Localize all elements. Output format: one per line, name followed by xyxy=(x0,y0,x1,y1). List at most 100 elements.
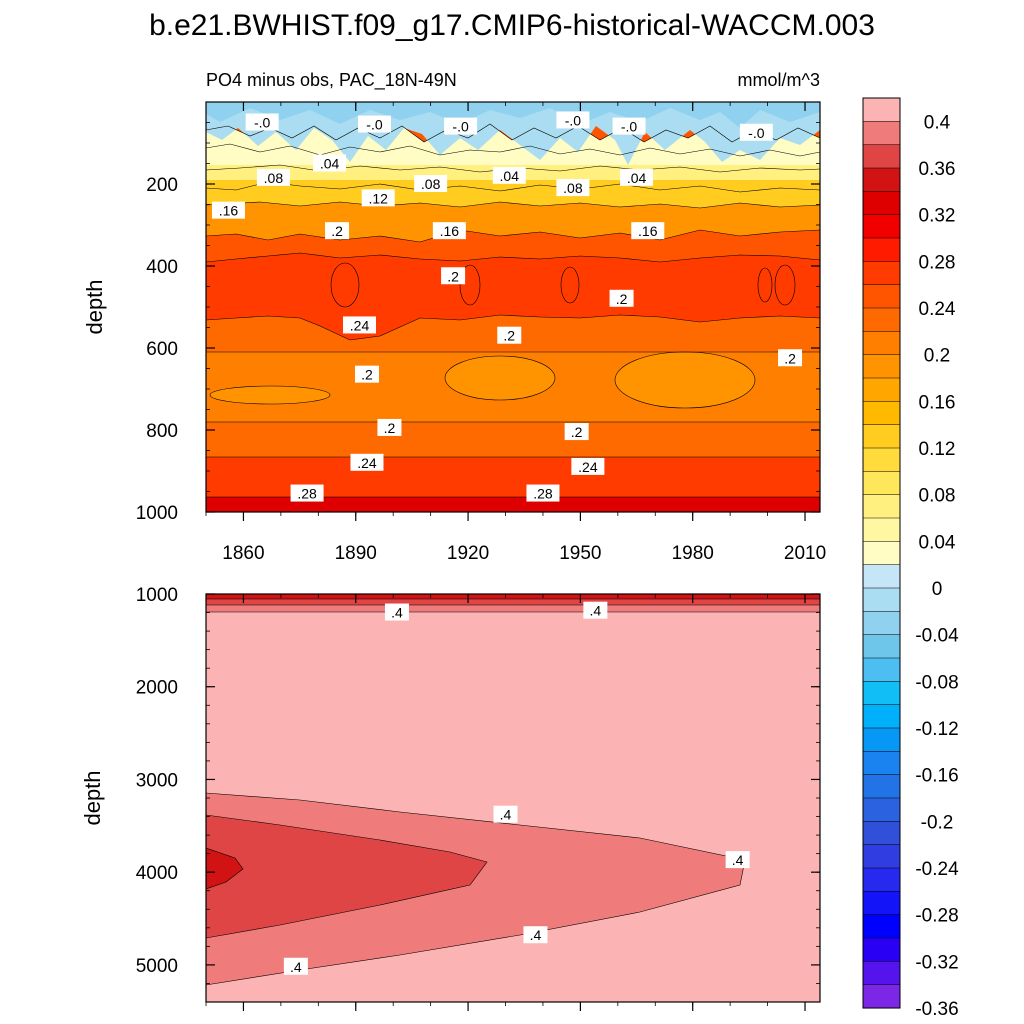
colorbar-label: 0.04 xyxy=(919,532,956,553)
upper-patch-orange-2 xyxy=(615,352,755,408)
colorbar-swatch xyxy=(862,121,901,146)
colorbar-swatch xyxy=(862,751,901,776)
contour-label-box xyxy=(556,111,590,129)
upper-y-axis-label: depth xyxy=(82,279,107,334)
colorbar-swatch xyxy=(862,471,901,496)
colorbar-label: -0.16 xyxy=(915,766,958,787)
contour-label-box xyxy=(357,115,391,133)
contour-label: -.0 xyxy=(452,119,469,135)
lower-y-tick-label: 2000 xyxy=(136,678,178,699)
contour-label-box xyxy=(609,289,634,307)
colorbar-label: 0.32 xyxy=(919,206,956,227)
contour-label: .28 xyxy=(297,486,317,502)
contour-label: .4 xyxy=(732,852,744,868)
contour-label-box xyxy=(523,926,548,944)
colorbar-swatch xyxy=(862,307,901,332)
contour-label-box xyxy=(384,603,409,621)
contour-label: .16 xyxy=(219,203,239,219)
colorbar-label: -0.32 xyxy=(915,952,958,973)
contour-label-box xyxy=(620,168,654,186)
contour-label: .4 xyxy=(391,605,403,621)
upper-patch-orange-3 xyxy=(210,386,330,404)
colorbar-swatch xyxy=(862,331,901,356)
colorbar-swatch xyxy=(862,681,901,706)
lower-contour-labels: .4 .4 .4 .4 .4 .4 xyxy=(283,601,750,975)
colorbar-swatch xyxy=(862,377,901,402)
contour-label: .24 xyxy=(357,455,377,471)
chart-subtitle-left: PO4 minus obs, PAC_18N-49N xyxy=(206,70,457,91)
colorbar-swatch xyxy=(862,97,901,122)
colorbar-swatch xyxy=(862,797,901,822)
contour-label: .24 xyxy=(350,317,370,333)
contour-label: .24 xyxy=(578,459,598,475)
contour-label: .4 xyxy=(530,927,542,943)
contour-label: .12 xyxy=(368,190,388,206)
contour-label: .2 xyxy=(384,420,396,436)
colorbar-swatch xyxy=(862,657,901,682)
contour-label-box xyxy=(325,222,350,240)
colorbar-swatch xyxy=(862,144,901,169)
colorbar-swatch xyxy=(862,774,901,799)
lower-y-tick-label: 1000 xyxy=(136,585,178,606)
lower-y-axis: 1000 2000 3000 4000 5000 xyxy=(136,585,820,1003)
lower-x-axis xyxy=(205,594,806,1011)
contour-label: .08 xyxy=(421,176,441,192)
colorbar-swatch xyxy=(862,727,901,752)
lower-tongue-inner xyxy=(206,815,487,938)
colorbar-label: -0.28 xyxy=(915,906,958,927)
contour-label: -.0 xyxy=(748,125,765,141)
contour-label-box xyxy=(441,267,466,285)
colorbar-swatch xyxy=(862,937,901,962)
contour-label-box xyxy=(492,166,526,184)
colorbar-label: 0.2 xyxy=(924,346,950,367)
chart-subtitle-right: mmol/m^3 xyxy=(738,70,820,90)
contour-label-box xyxy=(571,457,605,475)
upper-x-axis: 1860 1890 1920 1950 1980 2010 xyxy=(205,102,826,564)
contour-label-box xyxy=(493,805,518,823)
colorbar-label: 0.12 xyxy=(919,439,956,460)
upper-y-tick-label: 800 xyxy=(146,421,178,442)
colorbar-frame xyxy=(862,97,901,1009)
lower-y-tick-label: 4000 xyxy=(136,863,178,884)
colorbar-label: 0.08 xyxy=(919,486,956,507)
colorbar-swatch xyxy=(862,587,901,612)
colorbar-swatch xyxy=(862,401,901,426)
contour-label-box xyxy=(612,117,646,135)
contour-label-box xyxy=(313,154,347,172)
upper-y-tick-label: 600 xyxy=(146,339,178,360)
colorbar-swatch xyxy=(862,517,901,542)
colorbar-swatch xyxy=(862,564,901,589)
lower-panel: .4 .4 .4 .4 .4 .4 1000 2000 3000 4000 5000 depth xyxy=(80,585,821,1011)
contour-label-box xyxy=(256,168,290,186)
x-tick-label: 1980 xyxy=(672,543,714,564)
contour-label: .2 xyxy=(503,328,515,344)
contour-label: .2 xyxy=(571,424,583,440)
contour-label: -.0 xyxy=(621,119,638,135)
upper-y-tick-label: 1000 xyxy=(136,503,178,524)
lower-y-axis-label: depth xyxy=(80,770,105,825)
colorbar-swatch xyxy=(862,191,901,216)
contour-label: .04 xyxy=(627,170,647,186)
contour-label-box xyxy=(564,423,589,441)
colorbar-label: 0.24 xyxy=(919,299,956,320)
contour-label-box xyxy=(361,189,395,207)
colorbar-swatch xyxy=(862,541,901,566)
colorbar-swatch xyxy=(862,844,901,869)
upper-y-axis: 200 400 600 800 1000 xyxy=(136,101,820,524)
x-tick-label: 1920 xyxy=(447,543,489,564)
contour-label-box xyxy=(444,117,478,135)
contour-label: .04 xyxy=(320,156,340,172)
colorbar-swatch xyxy=(862,284,901,309)
colorbar-label: -0.04 xyxy=(915,626,959,647)
contour-label: .04 xyxy=(500,168,520,184)
colorbar-swatch xyxy=(862,961,901,986)
colorbar-swatch xyxy=(862,494,901,519)
contour-label-box xyxy=(354,365,379,383)
colorbar-swatch xyxy=(862,611,901,636)
colorbar-swatch xyxy=(862,984,901,1009)
colorbar-label: 0 xyxy=(932,579,943,600)
colorbar: 0.4 0.36 0.32 0.28 0.24 0.2 0.16 0.12 0.08 0.04 0 -… xyxy=(862,97,959,1020)
colorbar-swatch xyxy=(862,634,901,659)
colorbar-label: 0.28 xyxy=(919,252,956,273)
